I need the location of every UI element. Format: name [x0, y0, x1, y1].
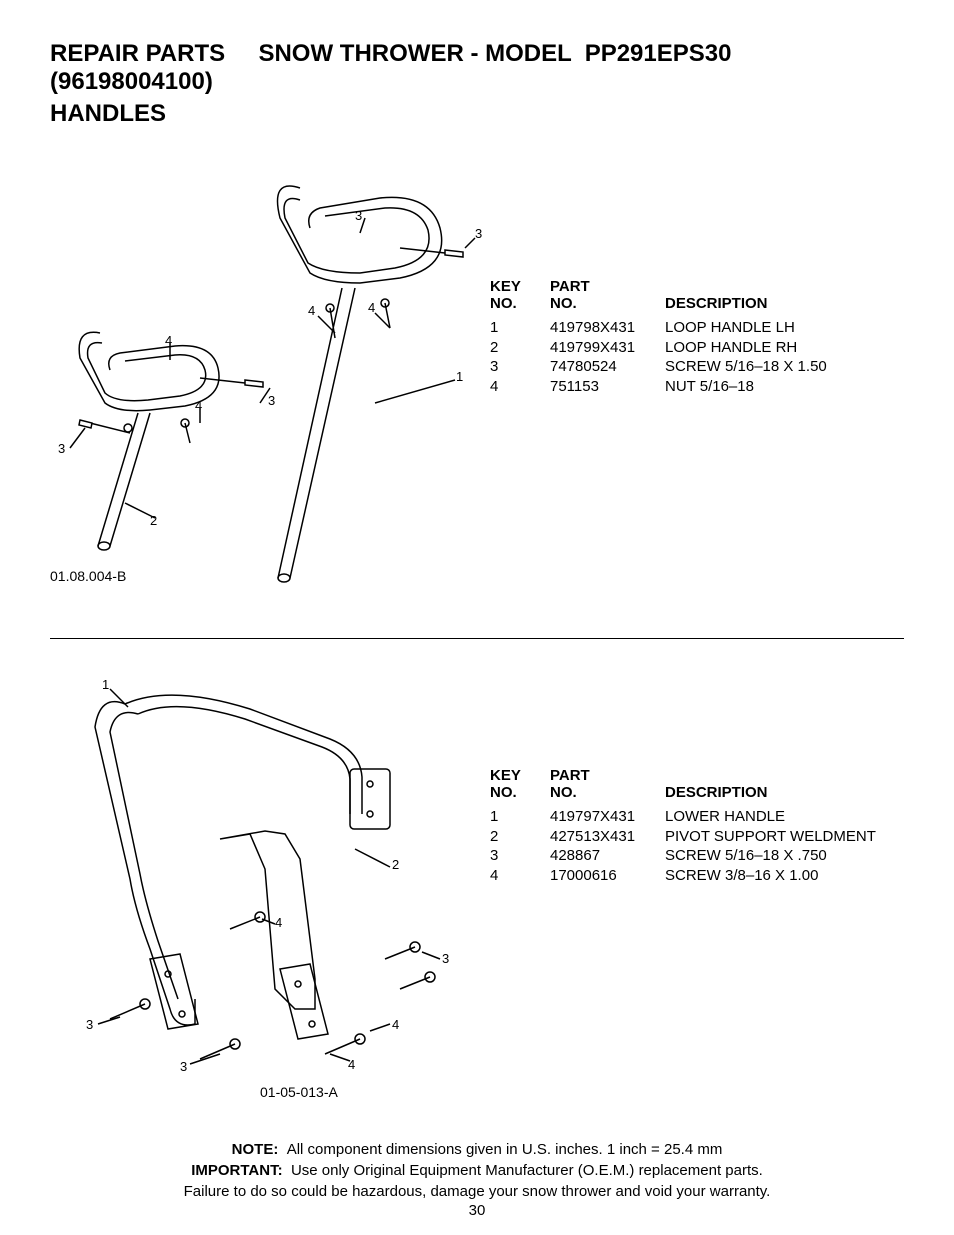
callout: 3: [442, 951, 449, 966]
table-row: 2 427513X431 PIVOT SUPPORT WELDMENT: [490, 827, 945, 847]
footer-note: NOTE: All component dimensions given in …: [50, 1139, 904, 1202]
col-desc-header: DESCRIPTION: [665, 767, 945, 801]
col-desc-header: DESCRIPTION: [665, 278, 945, 312]
callout: 3: [86, 1017, 93, 1032]
table-row: 1 419798X431 LOOP HANDLE LH: [490, 318, 945, 338]
callout: 1: [102, 677, 109, 692]
section-label: HANDLES: [50, 100, 904, 128]
lower-diagram: 1 2 3 3 3 4 4 4 01-05-013-A: [50, 659, 490, 1104]
model-suffix: (96198004100): [50, 68, 213, 95]
lower-parts-table: KEYNO. PARTNO. DESCRIPTION 1 419797X431 …: [490, 767, 945, 885]
col-key-header: KEYNO.: [490, 278, 550, 312]
upper-diagram-code: 01.08.004-B: [50, 568, 126, 584]
col-part-header: PARTNO.: [550, 767, 665, 801]
callout: 2: [392, 857, 399, 872]
callout: 4: [165, 333, 172, 348]
callout: 4: [308, 303, 315, 318]
callout: 4: [392, 1017, 399, 1032]
section-divider: [50, 638, 904, 639]
callout: 4: [195, 398, 202, 413]
note-label: NOTE:: [232, 1141, 279, 1158]
table-row: 4 751153 NUT 5/16–18: [490, 377, 945, 397]
callout: 2: [150, 513, 157, 528]
callout: 3: [180, 1059, 187, 1074]
upper-section: 1 2 3 3 3 3 4 4 4 4 01.08.004-B KEYNO. P…: [50, 158, 904, 628]
table-row: 3 74780524 SCREW 5/16–18 X 1.50: [490, 357, 945, 377]
callout: 1: [456, 369, 463, 384]
table-row: 1 419797X431 LOWER HANDLE: [490, 807, 945, 827]
callout: 3: [58, 441, 65, 456]
model-number: PP291EPS30: [578, 40, 738, 67]
lower-section: 1 2 3 3 3 4 4 4 01-05-013-A KEYNO. PARTN…: [50, 659, 904, 1119]
page-number: 30: [50, 1202, 904, 1219]
important-label: IMPORTANT:: [191, 1162, 282, 1179]
col-key-header: KEYNO.: [490, 767, 550, 801]
callout: 3: [475, 226, 482, 241]
callout: 3: [268, 393, 275, 408]
table-row: 3 428867 SCREW 5/16–18 X .750: [490, 846, 945, 866]
callout: 3: [355, 208, 362, 223]
col-part-header: PARTNO.: [550, 278, 665, 312]
callout: 4: [368, 300, 375, 315]
important-text: Use only Original Equipment Manufacturer…: [291, 1162, 763, 1179]
page-title: REPAIR PARTS SNOW THROWER - MODEL PP291E…: [50, 40, 904, 96]
note-text: All component dimensions given in U.S. i…: [287, 1141, 723, 1158]
callout: 4: [275, 915, 282, 930]
upper-diagram: 1 2 3 3 3 3 4 4 4 4 01.08.004-B: [50, 158, 490, 593]
table-row: 4 17000616 SCREW 3/8–16 X 1.00: [490, 866, 945, 886]
table-row: 2 419799X431 LOOP HANDLE RH: [490, 338, 945, 358]
lower-diagram-code: 01-05-013-A: [260, 1084, 338, 1100]
warning-text: Failure to do so could be hazardous, dam…: [184, 1183, 771, 1200]
callout: 4: [348, 1057, 355, 1072]
model-prefix: SNOW THROWER - MODEL: [258, 40, 571, 67]
repair-parts-label: REPAIR PARTS: [50, 40, 225, 67]
upper-parts-table: KEYNO. PARTNO. DESCRIPTION 1 419798X431 …: [490, 278, 945, 396]
